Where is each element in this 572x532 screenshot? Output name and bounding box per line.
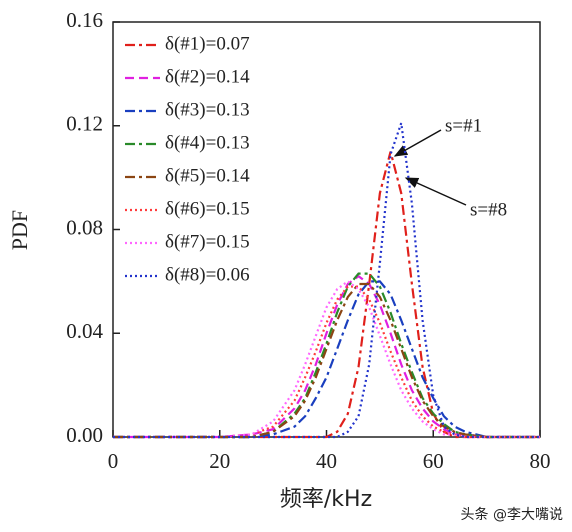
y-tick-label: 0.04 [66,319,103,343]
x-axis-label: 频率/kHz [280,487,372,512]
y-axis-label: PDF [7,210,32,250]
y-tick-label: 0.08 [66,215,103,239]
x-tick-label: 80 [530,449,551,473]
x-tick-label: 0 [108,449,119,473]
y-tick-label: 0.00 [66,423,103,447]
annotation-arrow [404,177,467,206]
legend-label: δ(#2)=0.14 [165,66,250,87]
series-line [113,151,540,439]
series-line [113,274,540,439]
x-tick-label: 40 [316,449,337,473]
series-line [113,285,540,439]
series-line [113,280,540,439]
y-tick-label: 0.16 [66,8,103,32]
legend-label: δ(#3)=0.13 [165,99,250,120]
x-tick-label: 60 [423,449,444,473]
series-line [113,272,540,439]
legend-label: δ(#7)=0.15 [165,231,250,252]
watermark: 头条 @李大嘴说 [461,506,563,523]
y-tick-label: 0.12 [66,112,103,136]
series-line [113,280,540,439]
annotation: s=#1 [445,115,482,136]
legend-label: δ(#6)=0.15 [165,198,250,219]
legend-label: δ(#8)=0.06 [165,264,250,285]
series-line [113,282,540,439]
annotation-arrow [393,129,442,157]
legend-label: δ(#4)=0.13 [165,132,250,153]
x-tick-label: 20 [209,449,230,473]
legend-label: δ(#1)=0.07 [165,33,250,54]
legend-label: δ(#5)=0.14 [165,165,250,186]
annotation: s=#8 [470,199,507,220]
